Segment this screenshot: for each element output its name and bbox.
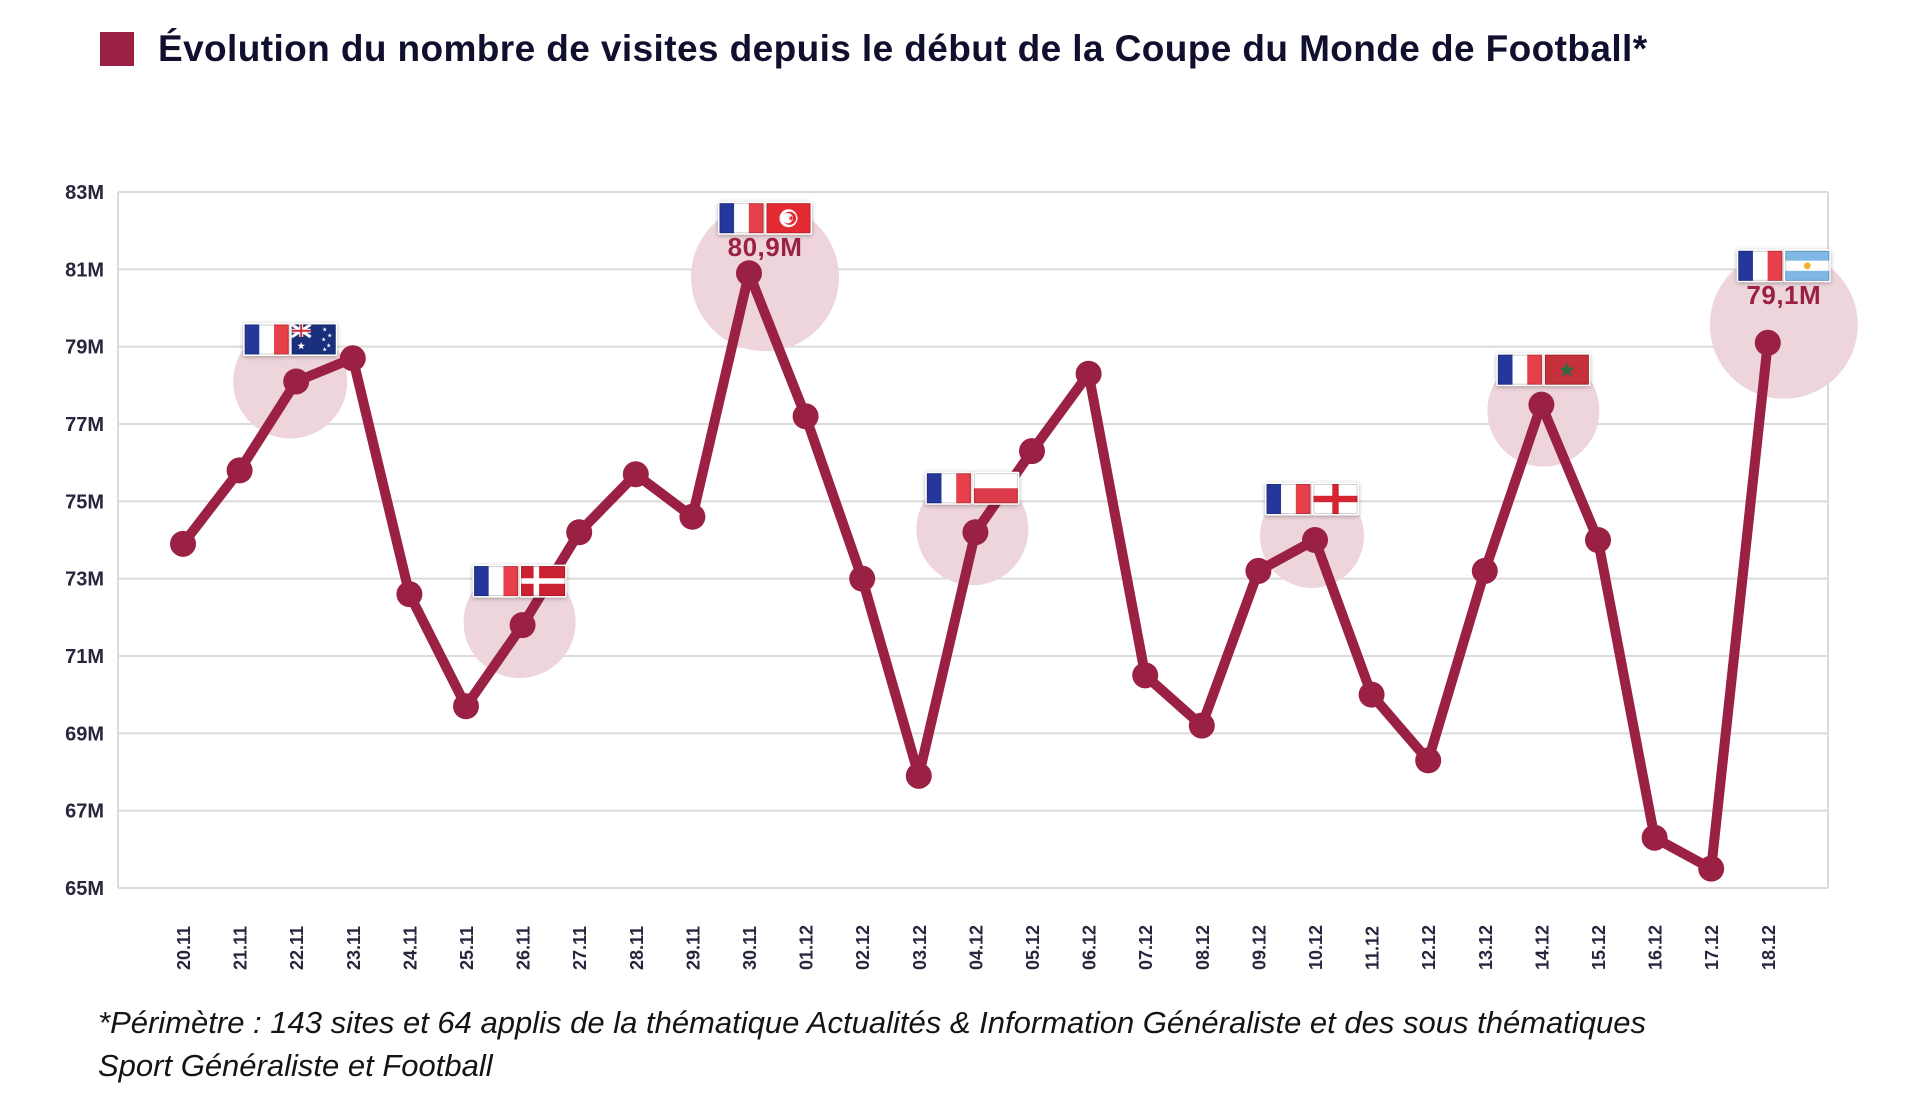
data-point (283, 368, 310, 395)
flag-argentina-icon (1783, 249, 1831, 283)
flag-france-icon (718, 201, 765, 235)
y-axis-label: 73M (65, 569, 104, 591)
x-axis-label: 23.11 (344, 926, 364, 970)
x-axis-label: 05.12 (1023, 925, 1043, 970)
flag-france-icon (925, 471, 973, 505)
y-axis-label: 83M (65, 182, 104, 204)
flag-france-icon (472, 564, 520, 598)
x-axis-label: 25.11 (457, 926, 477, 970)
x-axis-label: 14.12 (1532, 925, 1552, 970)
data-point (1585, 527, 1611, 553)
highlight-circle (691, 203, 839, 352)
x-axis-label: 10.12 (1306, 925, 1326, 970)
x-axis-label: 28.11 (627, 926, 647, 970)
data-point (226, 457, 253, 484)
flag-denmark-icon (519, 564, 567, 598)
x-axis-label: 03.12 (910, 925, 930, 970)
y-axis-label: 81M (65, 259, 104, 281)
x-axis-label: 22.11 (287, 926, 307, 970)
flag-poland-icon (972, 471, 1020, 505)
flag-france-icon (1736, 249, 1784, 283)
y-axis-label: 77M (65, 414, 104, 436)
x-axis-label: 21.11 (231, 926, 251, 970)
data-point (1415, 747, 1442, 774)
flag-england-icon (1312, 482, 1359, 516)
annotation-value: 79,1M (1746, 280, 1821, 310)
y-axis-label: 67M (65, 801, 104, 823)
x-axis-label: 02.12 (853, 925, 873, 970)
flag-france-icon (1265, 482, 1312, 516)
x-axis-label: 01.12 (797, 925, 817, 970)
data-point (849, 565, 876, 592)
data-point (396, 581, 423, 608)
flag-france-icon (1496, 353, 1544, 387)
chart-header: Évolution du nombre de visites depuis le… (100, 28, 1648, 70)
data-point (1698, 855, 1725, 882)
data-point (905, 762, 932, 789)
x-axis-label: 04.12 (966, 925, 986, 970)
data-point (622, 461, 649, 488)
data-point (679, 503, 706, 530)
data-point (1641, 824, 1668, 851)
y-axis-label: 79M (65, 337, 104, 359)
data-point (1019, 438, 1045, 465)
x-axis-label: 12.12 (1419, 925, 1439, 970)
data-point (962, 519, 989, 546)
x-axis-label: 15.12 (1589, 925, 1609, 970)
data-point (1075, 360, 1102, 387)
x-axis-label: 17.12 (1702, 925, 1722, 970)
flag-australia-icon (290, 322, 338, 356)
x-axis-label: 13.12 (1476, 925, 1496, 970)
x-axis-label: 24.11 (400, 926, 420, 970)
x-axis-label: 30.11 (740, 926, 760, 970)
x-axis-label: 26.11 (514, 926, 534, 970)
x-axis-label: 11.12 (1363, 926, 1383, 970)
data-point (1188, 712, 1215, 739)
chart-title: Évolution du nombre de visites depuis le… (158, 28, 1648, 69)
x-axis-label: 07.12 (1136, 925, 1156, 970)
y-axis-label: 65M (65, 878, 104, 900)
y-axis-label: 75M (65, 491, 104, 513)
x-axis-label: 27.11 (570, 926, 590, 970)
data-point (453, 693, 479, 720)
x-axis-label: 18.12 (1759, 925, 1779, 970)
title-bullet-icon (100, 32, 134, 66)
data-point (1132, 662, 1159, 689)
footnote: *Périmètre : 143 sites et 64 applis de l… (98, 1005, 1646, 1083)
data-point (1302, 527, 1328, 553)
data-point (736, 260, 762, 287)
x-axis-label: 29.11 (683, 926, 703, 970)
data-point (509, 612, 536, 639)
y-axis-label: 69M (65, 723, 104, 745)
highlight-circle (1709, 250, 1858, 399)
data-point (792, 403, 819, 430)
x-axis-label: 08.12 (1193, 925, 1213, 970)
flag-tunisia-icon (765, 201, 812, 235)
data-point (1245, 557, 1272, 584)
x-axis-label: 16.12 (1646, 925, 1666, 970)
y-axis-label: 71M (65, 646, 104, 668)
data-point (1754, 329, 1781, 356)
x-axis-label: 09.12 (1249, 925, 1269, 970)
data-point (566, 519, 593, 546)
flag-france-icon (243, 322, 291, 356)
data-point (1358, 681, 1385, 708)
data-point (170, 530, 196, 557)
data-point (1528, 391, 1555, 418)
annotation-value: 80,9M (728, 232, 803, 262)
data-point (1471, 557, 1498, 584)
flag-morocco-icon (1543, 353, 1591, 387)
x-axis-label: 06.12 (1080, 925, 1100, 970)
data-point (339, 345, 366, 372)
x-axis-label: 20.11 (174, 926, 194, 970)
